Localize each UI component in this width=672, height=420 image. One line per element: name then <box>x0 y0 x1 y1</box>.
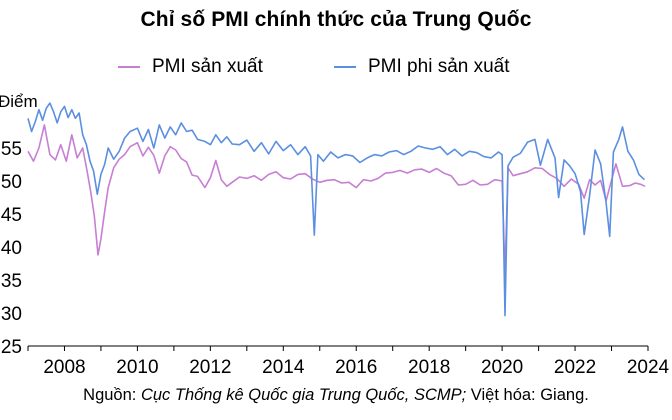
legend-swatch-manufacturing <box>118 66 140 68</box>
chart-title: Chỉ số PMI chính thức của Trung Quốc <box>140 8 532 31</box>
legend-item-non-manufacturing: PMI phi sản xuất <box>334 52 510 82</box>
x-tick-label-2008: 2008 <box>43 357 85 378</box>
y-axis-label: Điểm <box>0 92 38 111</box>
y-tick-label-40: 40 <box>1 238 22 259</box>
x-tick-label-2010: 2010 <box>116 357 158 378</box>
source-prefix: Nguồn: <box>83 386 141 404</box>
y-tick-label-30: 30 <box>1 304 22 325</box>
x-tick-label-2022: 2022 <box>554 357 596 378</box>
source-suffix: Việt hóa: Giang. <box>466 386 589 404</box>
legend-item-manufacturing: PMI sản xuất <box>118 52 263 82</box>
series-line-manufacturing <box>27 124 646 277</box>
source-note: Nguồn: Cục Thống kê Quốc gia Trung Quốc,… <box>0 386 672 405</box>
x-tick-label-2014: 2014 <box>262 357 305 378</box>
x-tick-label-2016: 2016 <box>335 357 377 378</box>
legend-label-non-manufacturing: PMI phi sản xuất <box>368 56 510 77</box>
legend-label-manufacturing: PMI sản xuất <box>152 56 263 77</box>
y-tick-label-35: 35 <box>1 271 22 292</box>
x-tick-label-2020: 2020 <box>481 357 523 378</box>
legend: PMI sản xuất PMI phi sản xuất <box>0 52 672 82</box>
y-tick-label-55: 55 <box>1 139 22 160</box>
source-italic: Cục Thống kê Quốc gia Trung Quốc, SCMP; <box>140 386 467 404</box>
legend-swatch-non-manufacturing <box>334 66 356 68</box>
x-tick-label-2018: 2018 <box>408 357 450 378</box>
x-tick-label-2024: 2024 <box>627 357 670 378</box>
y-tick-label-50: 50 <box>1 172 22 193</box>
y-tick-label-25: 25 <box>1 337 22 358</box>
x-tick-label-2012: 2012 <box>189 357 231 378</box>
y-tick-label-45: 45 <box>1 205 22 226</box>
series-line-non-manufacturing <box>27 102 645 317</box>
